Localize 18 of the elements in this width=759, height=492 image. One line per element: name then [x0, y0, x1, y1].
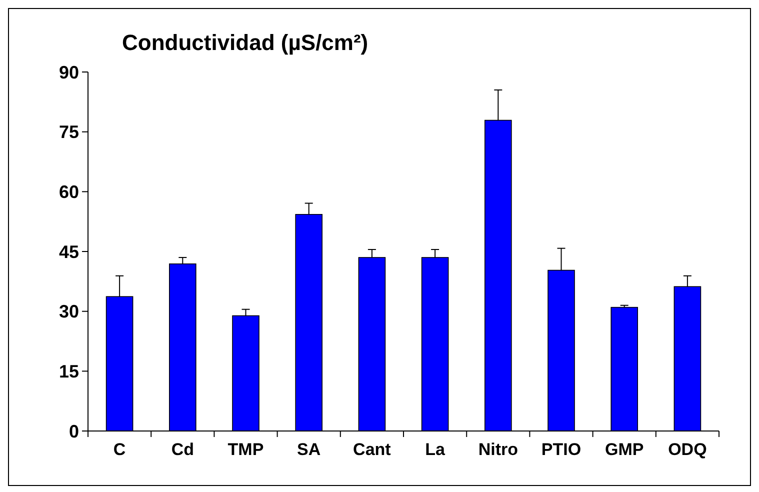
x-tick-label: C [113, 440, 126, 459]
x-tick-label: Cant [353, 440, 392, 459]
y-tick-label: 30 [58, 302, 79, 322]
x-tick-label: PTIO [541, 440, 582, 459]
x-tick-label: Nitro [478, 440, 518, 459]
y-tick-label: 45 [58, 242, 79, 262]
y-tick-label: 75 [58, 122, 79, 142]
x-tick-label: TMP [228, 440, 264, 459]
x-tick-label: GMP [604, 440, 644, 459]
y-tick-label: 90 [58, 62, 79, 82]
x-tick-label: SA [297, 440, 321, 459]
x-tick-label: La [425, 440, 446, 459]
x-tick-label: ODQ [668, 440, 707, 459]
y-tick-label: 60 [58, 182, 79, 202]
chart-title: Conductividad (µS/cm²) [122, 30, 368, 55]
x-tick-label: Cd [171, 440, 194, 459]
y-tick-label: 0 [68, 421, 79, 442]
y-tick-label: 15 [58, 361, 79, 382]
